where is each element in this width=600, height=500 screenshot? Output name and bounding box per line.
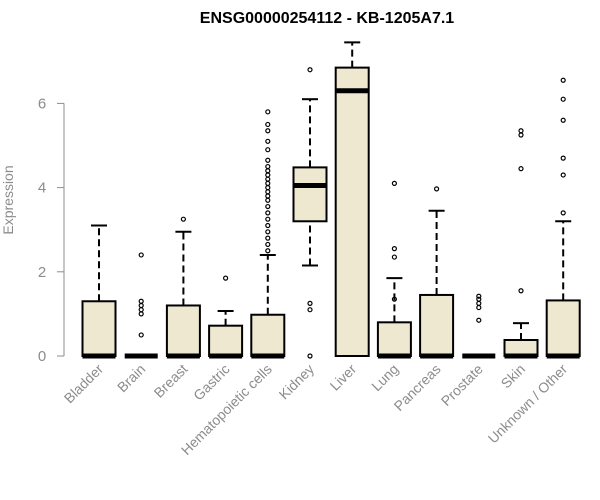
box-rect (545, 299, 581, 358)
y-axis: 0 2 4 6 (38, 95, 65, 365)
outlier-point (476, 304, 482, 311)
x-tick-label: Skin (498, 361, 529, 392)
outlier-point (307, 353, 313, 359)
outlier-point (307, 307, 313, 313)
outlier-point (265, 172, 271, 178)
outlier-point (518, 132, 524, 138)
y-axis-label: Expression (0, 165, 16, 234)
x-tick-label: Bladder (61, 361, 107, 407)
outlier-point (434, 186, 440, 192)
box-rect (208, 324, 244, 357)
outlier-point (265, 157, 271, 163)
outlier-point (560, 117, 566, 123)
outlier-point (391, 296, 397, 302)
x-tick-label: Brain (114, 361, 148, 395)
x-tick-label: Lung (368, 361, 401, 394)
outlier-point (265, 210, 271, 216)
y-tick-label: 2 (38, 264, 46, 281)
x-tick-label: Unknown / Other (485, 361, 571, 447)
box-rect (334, 66, 370, 358)
x-tick-label: Liver (327, 361, 360, 394)
outlier-point (265, 121, 271, 128)
outlier-point (265, 109, 271, 115)
box-5 (292, 67, 328, 359)
outlier-point (138, 311, 144, 317)
box-rect (165, 304, 201, 358)
outlier-point (265, 176, 271, 182)
outlier-point (518, 288, 524, 294)
outlier-point (265, 185, 271, 191)
outlier-point (265, 229, 271, 235)
chart-title: ENSG00000254112 - KB-1205A7.1 (200, 10, 454, 27)
outlier-point (476, 293, 482, 299)
outlier-point (476, 317, 482, 323)
outlier-point (138, 332, 144, 338)
outlier-point (138, 252, 144, 258)
boxplot-series (81, 41, 581, 359)
outlier-point (265, 197, 271, 203)
box-1 (124, 252, 158, 359)
x-tick-label: Breast (151, 361, 191, 401)
x-tick-label: Kidney (276, 361, 318, 403)
box-0 (81, 224, 117, 359)
outlier-point (265, 235, 271, 241)
outlier-point (265, 163, 271, 170)
outlier-point (265, 193, 271, 199)
outlier-point (265, 216, 271, 222)
outlier-point (265, 222, 271, 229)
outlier-point (265, 203, 271, 210)
outlier-point (560, 155, 566, 161)
outlier-point (518, 166, 524, 172)
outlier-point (265, 189, 271, 195)
x-tick-label: Pancreas (391, 361, 444, 414)
outlier-point (560, 172, 566, 178)
box-6 (334, 41, 370, 358)
outlier-point (307, 67, 313, 73)
outlier-point (560, 210, 566, 216)
outlier-point (265, 168, 271, 174)
box-rect (419, 293, 455, 357)
outlier-point (265, 128, 271, 134)
y-tick-label: 0 (38, 348, 46, 365)
box-11 (545, 77, 581, 359)
box-rect (250, 313, 286, 358)
outlier-point (138, 298, 144, 304)
y-tick-label: 4 (38, 180, 46, 197)
box-7 (376, 180, 412, 359)
box-rect (81, 300, 117, 357)
outlier-point (180, 216, 186, 222)
outlier-point (223, 275, 229, 281)
outlier-point (560, 77, 566, 83)
box-9 (462, 293, 496, 359)
box-rect (376, 321, 412, 358)
box-3 (208, 275, 244, 359)
outlier-point (265, 138, 271, 144)
box-8 (419, 186, 455, 359)
outlier-point (265, 180, 271, 186)
y-tick-label: 6 (38, 95, 46, 112)
box-2 (165, 216, 201, 359)
x-tick-label: Prostate (438, 361, 486, 409)
outlier-point (265, 147, 271, 153)
outlier-point (560, 96, 566, 102)
outlier-point (138, 307, 144, 313)
outlier-point (391, 246, 397, 252)
outlier-point (476, 300, 482, 306)
outlier-point (518, 128, 524, 134)
outlier-point (138, 302, 144, 309)
outlier-point (391, 180, 397, 186)
box-rect (292, 166, 328, 223)
outlier-point (265, 248, 271, 254)
outlier-point (476, 296, 482, 302)
outlier-point (265, 241, 271, 248)
box-10 (503, 128, 539, 359)
outlier-point (307, 300, 313, 306)
box-4 (250, 109, 286, 359)
outlier-point (391, 254, 397, 260)
